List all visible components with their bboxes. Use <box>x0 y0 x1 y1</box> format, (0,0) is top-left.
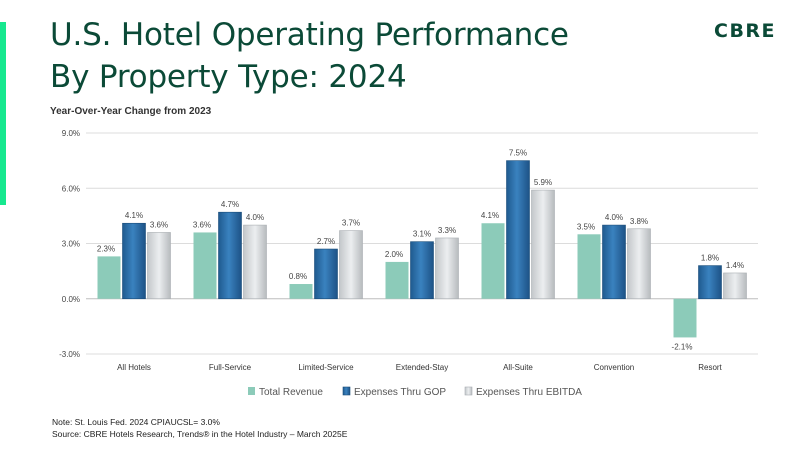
bar-expenses-ebitda <box>435 237 459 300</box>
accent-bar <box>0 22 6 205</box>
legend-swatch <box>248 387 255 395</box>
bar-expenses-ebitda <box>339 230 363 300</box>
legend-label: Expenses Thru EBITDA <box>476 387 582 398</box>
x-axis-ticks: All Hotels Full-Service Limited-Service Ext… <box>117 363 722 372</box>
data-label: 3.6% <box>193 220 211 229</box>
legend: Total Revenue Expenses Thru GOP Expenses T… <box>248 386 582 398</box>
bars <box>97 160 747 338</box>
data-label: 3.5% <box>577 222 595 231</box>
data-label: 7.5% <box>509 149 527 158</box>
legend-swatch <box>342 386 351 396</box>
data-label: 3.1% <box>413 230 431 239</box>
bar-total-revenue <box>289 284 313 299</box>
bar-total-revenue <box>97 256 121 299</box>
bar-expenses-ebitda <box>243 224 267 300</box>
title-line-2: By Property Type: 2024 <box>50 59 407 95</box>
bar-expenses-gop <box>602 224 626 300</box>
data-label: 3.7% <box>342 219 360 228</box>
bar-expenses-gop <box>218 211 242 300</box>
footnote: Note: St. Louis Fed. 2024 CPIAUCSL= 3.0%… <box>52 416 347 440</box>
bar-expenses-gop <box>410 241 434 300</box>
bar-total-revenue <box>577 234 601 299</box>
data-label: 2.7% <box>317 237 335 246</box>
title-line-1: U.S. Hotel Operating Performance <box>50 17 569 53</box>
data-label: 5.9% <box>534 178 552 187</box>
bar-expenses-ebitda <box>147 232 171 300</box>
bar-expenses-ebitda <box>723 272 747 300</box>
data-label: 2.3% <box>97 244 115 253</box>
data-label: 4.7% <box>221 200 239 209</box>
x-tick-label: All Hotels <box>117 363 151 372</box>
data-label: 4.1% <box>125 211 143 220</box>
x-tick-label: All-Suite <box>503 363 533 372</box>
x-tick-label: Extended-Stay <box>396 363 448 372</box>
data-label: 1.8% <box>701 254 719 263</box>
bar-expenses-ebitda <box>531 189 555 300</box>
y-tick-label: 9.0% <box>62 129 80 138</box>
data-label: 3.8% <box>630 217 648 226</box>
y-axis-ticks: -3.0% 0.0% 3.0% 6.0% 9.0% <box>59 129 80 359</box>
x-tick-label: Convention <box>594 363 634 372</box>
data-label: 4.0% <box>605 213 623 222</box>
data-labels: 2.3% 4.1% 3.6% 3.6% 4.7% 4.0% 0.8% 2.7% 3.7% 2.0%… <box>97 149 744 352</box>
bar-expenses-gop <box>314 248 338 300</box>
bar-chart: -3.0% 0.0% 3.0% 6.0% 9.0% 2.3% 4.1% 3.6% 3.6% 4.… <box>59 129 758 398</box>
x-tick-label: Full-Service <box>209 363 252 372</box>
bar-total-revenue <box>193 232 217 299</box>
data-label: 1.4% <box>726 261 744 270</box>
legend-label: Total Revenue <box>259 387 323 398</box>
x-tick-label: Limited-Service <box>298 363 354 372</box>
legend-label: Expenses Thru GOP <box>354 387 446 398</box>
x-tick-label: Resort <box>698 363 722 372</box>
footnote-note: Note: St. Louis Fed. 2024 CPIAUCSL= 3.0% <box>52 417 220 427</box>
cbre-logo: CBRE <box>714 20 777 42</box>
data-label: 2.0% <box>385 250 403 259</box>
data-label: 3.6% <box>150 220 168 229</box>
y-tick-label: 0.0% <box>62 295 80 304</box>
legend-swatch <box>464 386 473 396</box>
bar-expenses-gop <box>698 265 722 300</box>
data-label: 4.1% <box>481 211 499 220</box>
data-label: 0.8% <box>289 272 307 281</box>
bar-expenses-ebitda <box>627 228 651 300</box>
footnote-source: Source: CBRE Hotels Research, Trends® in… <box>52 429 348 439</box>
bar-total-revenue <box>481 223 505 299</box>
bar-total-revenue <box>385 261 409 299</box>
data-label: 3.3% <box>438 226 456 235</box>
chart-subtitle: Year-Over-Year Change from 2023 <box>50 106 212 117</box>
y-tick-label: 3.0% <box>62 240 80 249</box>
bar-total-revenue <box>673 298 697 338</box>
data-label: -2.1% <box>672 342 693 351</box>
y-tick-label: -3.0% <box>59 350 80 359</box>
y-tick-label: 6.0% <box>62 184 80 193</box>
bar-expenses-gop <box>506 160 530 300</box>
data-label: 4.0% <box>246 213 264 222</box>
page-title: U.S. Hotel Operating Performance By Prop… <box>50 14 569 98</box>
bar-expenses-gop <box>122 222 146 300</box>
